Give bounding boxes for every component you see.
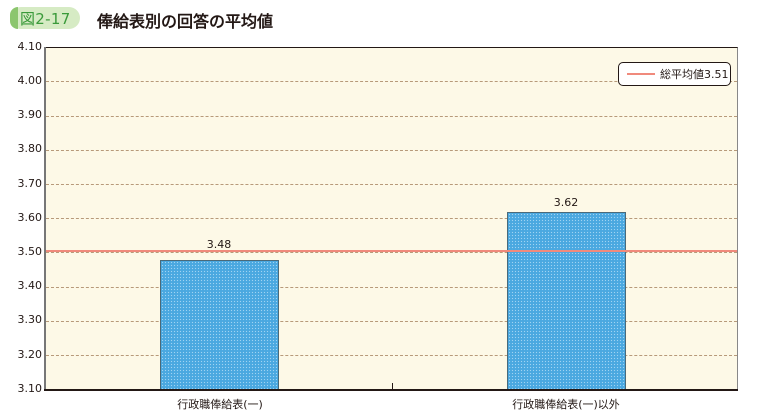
x-tick <box>392 383 393 389</box>
bar-gyoseishoku-1 <box>160 260 279 390</box>
y-tick-label: 3.30 <box>17 313 43 326</box>
y-tick-label: 4.00 <box>17 74 43 87</box>
y-tick-label: 3.80 <box>17 142 43 155</box>
bar-value-label: 3.62 <box>553 196 579 209</box>
average-reference-line <box>46 250 737 252</box>
x-axis <box>44 389 738 391</box>
bar-gyoseishoku-1-other <box>507 212 626 390</box>
y-tick-label: 3.50 <box>17 245 43 258</box>
gridline <box>46 218 737 219</box>
legend-label: 総平均値3.51 <box>660 68 729 81</box>
y-tick-label: 3.10 <box>17 382 43 395</box>
y-tick-label: 4.10 <box>17 40 43 53</box>
x-category-label: 行政職俸給表(一) <box>177 398 263 411</box>
chart-header: 図2-17 俸給表別の回答の平均値 <box>0 0 760 32</box>
y-tick-label: 3.20 <box>17 348 43 361</box>
y-tick-label: 3.60 <box>17 211 43 224</box>
gridline <box>46 150 737 151</box>
gridline <box>46 116 737 117</box>
gridline <box>46 321 737 322</box>
y-tick-label: 3.40 <box>17 279 43 292</box>
y-tick-label: 3.90 <box>17 108 43 121</box>
legend-line-swatch-icon <box>627 73 655 75</box>
gridline <box>46 287 737 288</box>
legend: 総平均値3.51 <box>618 62 731 86</box>
y-axis <box>44 47 46 390</box>
chart-title: 俸給表別の回答の平均値 <box>97 12 274 31</box>
gridline <box>46 81 737 82</box>
gridline <box>46 252 737 253</box>
x-category-label: 行政職俸給表(一)以外 <box>512 398 620 411</box>
y-tick-label: 3.70 <box>17 177 43 190</box>
bar-value-label: 3.48 <box>206 238 232 251</box>
figure-number-badge: 図2-17 <box>10 7 80 29</box>
figure-number: 図2-17 <box>20 9 71 28</box>
gridline <box>46 184 737 185</box>
gridline <box>46 355 737 356</box>
